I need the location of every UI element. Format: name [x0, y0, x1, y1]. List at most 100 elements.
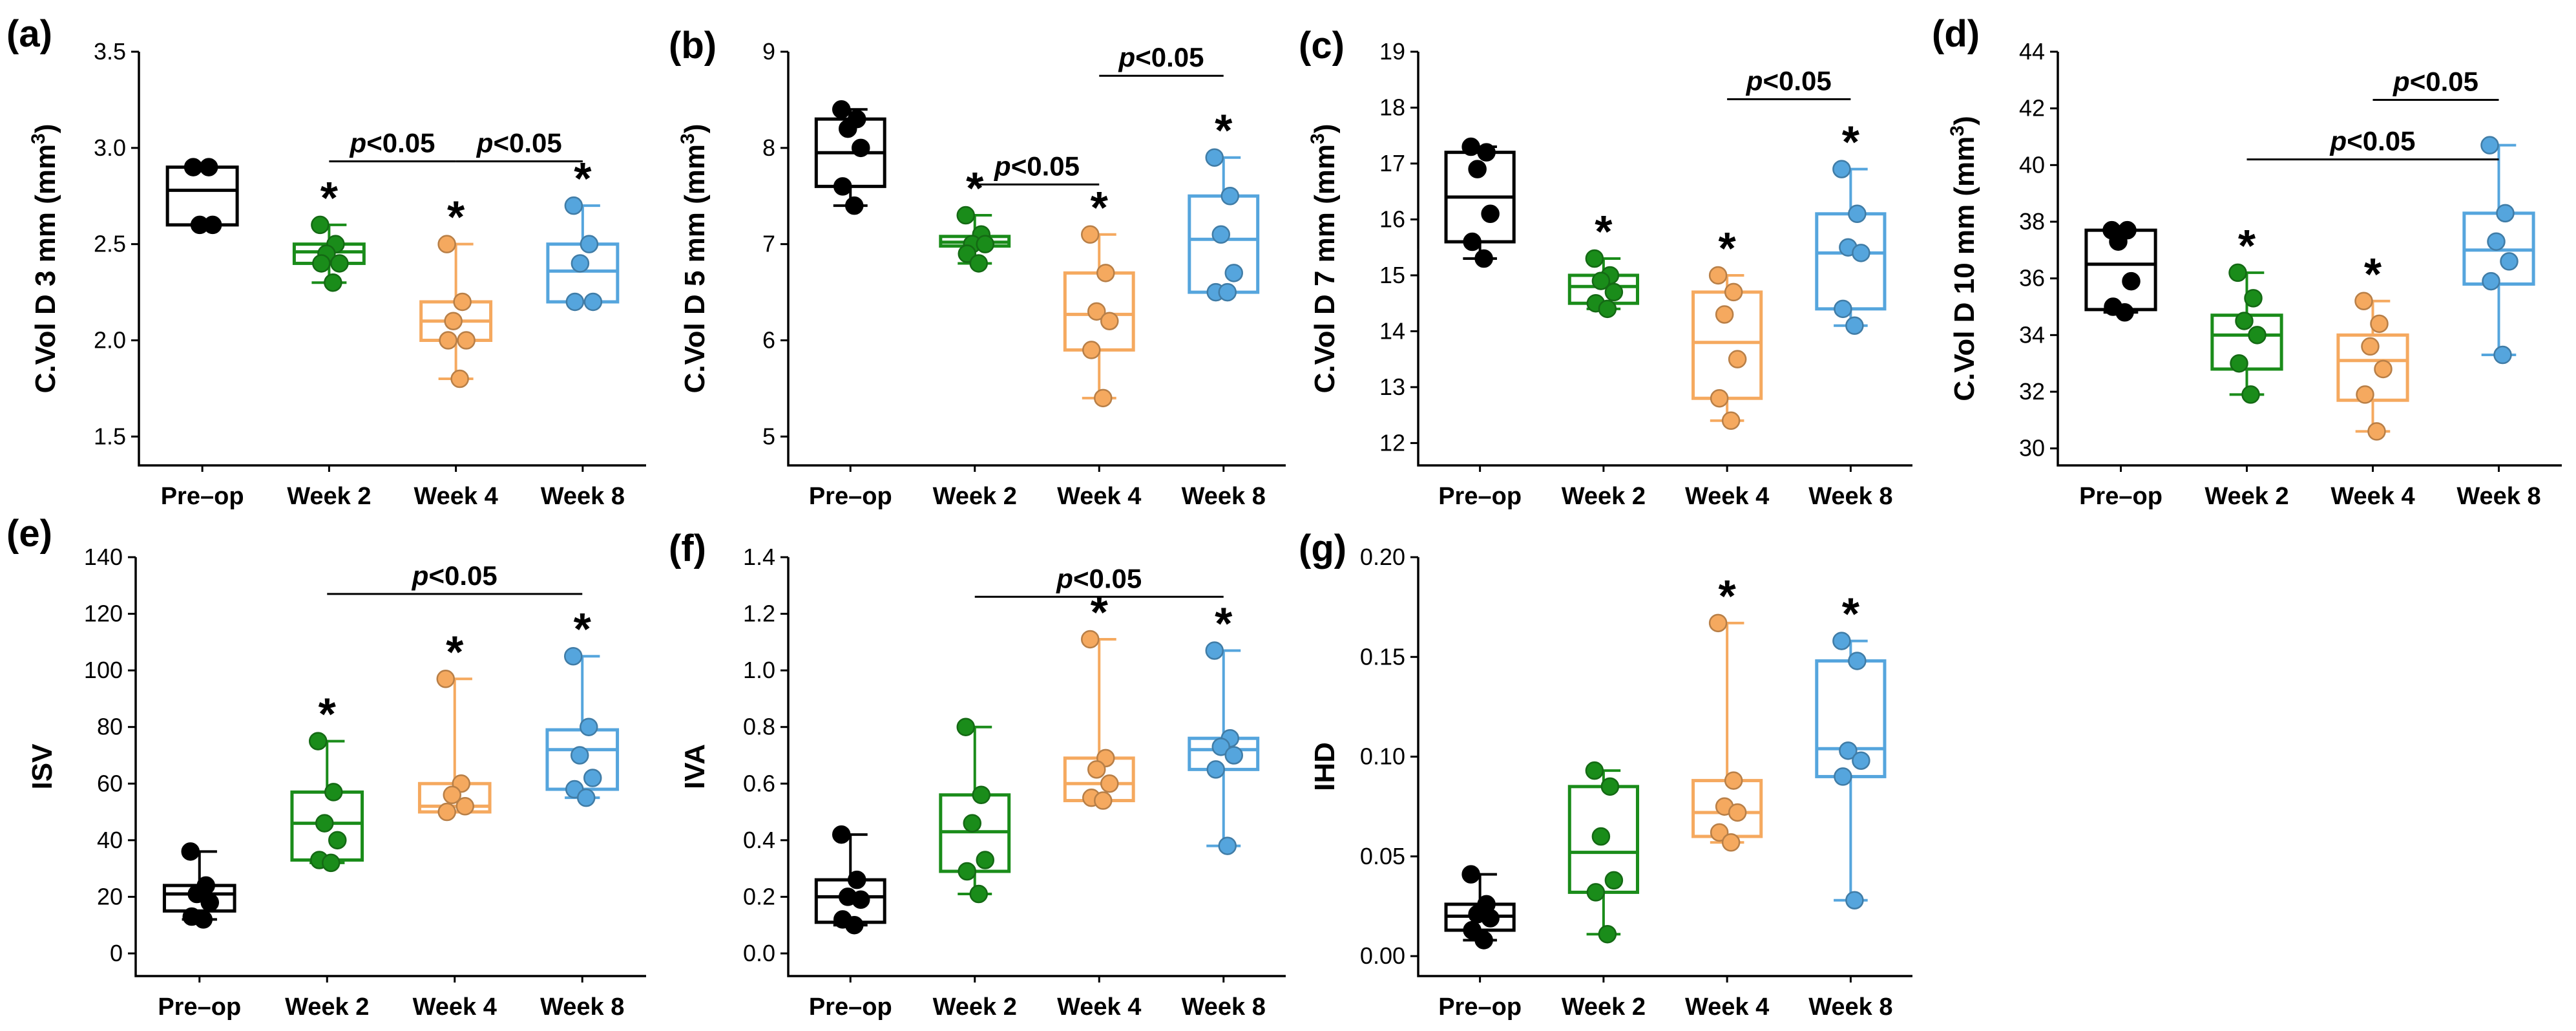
series-week-2: *: [2210, 220, 2283, 404]
data-point: [1839, 741, 1858, 760]
significance-star: *: [1091, 587, 1109, 637]
data-point: [2361, 337, 2380, 356]
data-point: [2115, 303, 2134, 322]
series-week-2: *: [1567, 206, 1639, 319]
panel-e: (e) 0 20 40 60 80 100 120 140 Pre–op Week 2 Week 4 W…: [6, 513, 646, 1021]
y-tick-label: 36: [2019, 265, 2045, 292]
significance-label: p<0.05: [1746, 66, 1832, 96]
data-point: [1081, 630, 1100, 649]
significance-star: *: [319, 689, 337, 739]
x-tick-label: Week 4: [413, 994, 497, 1021]
data-point: [1710, 388, 1729, 408]
data-point: [852, 138, 870, 158]
data-point: [580, 717, 598, 736]
panel-label: (f): [669, 527, 706, 569]
series-pre-op: [2084, 220, 2157, 322]
series-pre-op: [1444, 137, 1516, 268]
data-point: [203, 215, 222, 235]
series-week-2: *: [290, 689, 364, 873]
box: [546, 242, 620, 304]
y-tick-label: 0.6: [743, 770, 775, 796]
data-point: [845, 196, 864, 215]
data-point: [972, 785, 990, 805]
axes: [134, 557, 646, 977]
panel-d: (d) 30 32 34 36 38 40 42 44 Pre–op Week 2 Week 4 Wee…: [1932, 13, 2562, 510]
panel-label: (b): [669, 25, 717, 67]
data-point: [958, 862, 976, 881]
data-point: [1728, 803, 1747, 822]
data-point: [309, 732, 328, 750]
data-point: [2244, 289, 2263, 308]
x-tick-label: Week 4: [1057, 994, 1141, 1021]
y-tick-label: 17: [1379, 150, 1405, 176]
significance-star: *: [966, 163, 984, 213]
data-point: [1463, 232, 1482, 251]
y-tick-label: 2.0: [94, 327, 126, 354]
y-tick-label: 9: [762, 38, 775, 65]
data-point: [1474, 249, 1493, 268]
y-tick-label: 0.15: [1360, 643, 1405, 670]
significance-label: p<0.05: [1118, 42, 1204, 72]
series-week-8: *: [1815, 117, 1887, 335]
data-point: [2248, 326, 2267, 345]
x-tick-label: Pre–op: [158, 994, 241, 1021]
significance-star: *: [2238, 220, 2256, 271]
x-tick-label: Week 8: [2456, 483, 2540, 510]
y-tick-label: 0: [110, 940, 123, 966]
data-point: [437, 802, 456, 822]
y-tick-label: 40: [97, 827, 123, 853]
data-point: [1845, 316, 1864, 335]
x-tick-label: Pre–op: [1438, 994, 1522, 1021]
data-point: [1708, 613, 1728, 633]
data-point: [2109, 232, 2128, 251]
data-point: [1724, 282, 1743, 302]
series-week-2: [939, 717, 1011, 904]
axes: [1417, 52, 1912, 467]
significance-star: *: [447, 192, 465, 242]
data-point: [1205, 641, 1224, 660]
data-point: [1087, 302, 1106, 321]
data-point: [1834, 299, 1852, 319]
x-tick-label: Week 8: [1808, 483, 1892, 510]
y-tick-label: 30: [2019, 435, 2045, 462]
data-point: [2228, 263, 2247, 282]
x-tick-label: Week 8: [541, 483, 625, 510]
data-point: [976, 235, 994, 253]
x-tick-label: Pre–op: [161, 483, 244, 510]
y-tick-label: 16: [1379, 206, 1405, 232]
y-tick-label: 0.8: [743, 714, 775, 740]
series-week-8: *: [1815, 589, 1887, 909]
x-tick-label: Week 8: [1808, 994, 1892, 1021]
y-tick-label: 2.5: [94, 231, 126, 257]
data-point: [1463, 920, 1482, 940]
data-point: [183, 158, 203, 176]
y-tick-label: 32: [2019, 378, 2045, 405]
data-point: [2487, 232, 2506, 251]
series-pre-op: [1444, 865, 1516, 950]
data-point: [1586, 883, 1606, 902]
data-point: [437, 235, 456, 253]
data-point: [564, 196, 583, 215]
data-point: [194, 910, 213, 929]
data-point: [1094, 388, 1113, 408]
data-point: [2500, 252, 2518, 271]
significance-star: *: [1091, 182, 1109, 233]
x-tick-label: Week 2: [287, 483, 371, 510]
data-point: [1477, 143, 1496, 162]
y-tick-label: 120: [84, 601, 123, 627]
data-point: [969, 254, 988, 273]
data-point: [580, 235, 599, 253]
significance-label: p<0.05: [412, 560, 497, 591]
box: [1815, 212, 1887, 311]
data-point: [564, 646, 583, 666]
data-point: [1600, 777, 1620, 796]
data-point: [450, 369, 469, 388]
significance-star: *: [446, 626, 464, 677]
data-point: [833, 177, 852, 196]
y-tick-label: 15: [1379, 262, 1405, 288]
x-tick-label: Week 2: [933, 483, 1017, 510]
panel-f: (f) 0.0 0.2 0.4 0.6 0.8 1.0 1.2 1.4 Pre–op Week 2 W…: [669, 527, 1286, 1021]
data-point: [1832, 160, 1851, 178]
series-week-2: [1567, 761, 1639, 944]
data-point: [1220, 187, 1239, 206]
